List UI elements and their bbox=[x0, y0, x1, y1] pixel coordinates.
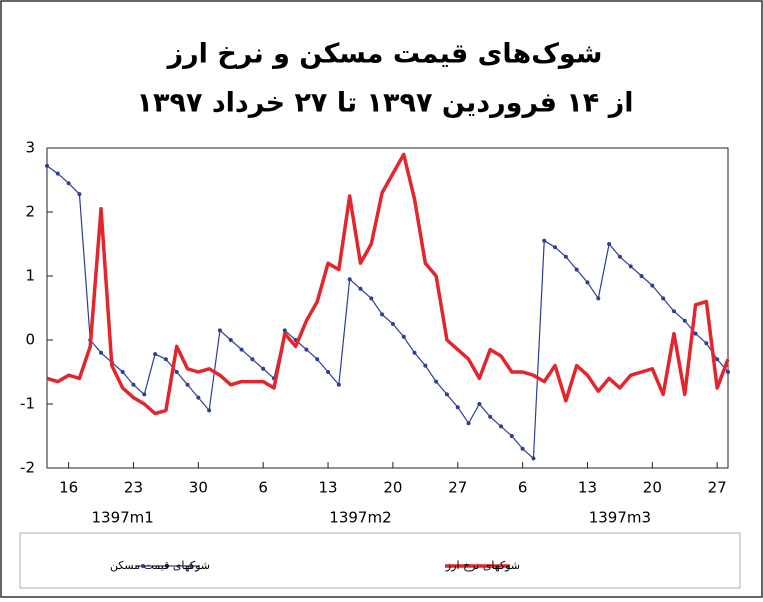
series-point bbox=[250, 357, 255, 362]
series-point bbox=[434, 379, 439, 384]
series-point bbox=[574, 267, 579, 272]
series-point bbox=[304, 347, 309, 352]
legend-marker bbox=[141, 564, 145, 568]
series-point bbox=[455, 405, 460, 410]
series-point bbox=[488, 414, 493, 419]
series-point bbox=[185, 382, 190, 387]
legend-label: شوکهای نرخ ارز bbox=[445, 559, 520, 572]
series-point bbox=[380, 312, 385, 317]
series-point bbox=[477, 402, 482, 406]
series-line bbox=[46, 152, 730, 416]
series-point bbox=[563, 254, 568, 259]
series-point bbox=[228, 338, 233, 342]
series-point bbox=[509, 434, 514, 438]
series-point bbox=[682, 318, 687, 323]
x-tick-label: 20 bbox=[383, 479, 402, 497]
series-point bbox=[607, 242, 612, 246]
legend-marker bbox=[165, 564, 169, 568]
series-point bbox=[466, 421, 471, 426]
series-point bbox=[120, 370, 125, 374]
series-point bbox=[261, 366, 266, 371]
series-point bbox=[542, 238, 547, 243]
legend-label: شوکهای قیمت مسکن bbox=[110, 559, 210, 572]
series-point bbox=[336, 382, 341, 387]
series-point bbox=[66, 181, 71, 186]
series-point bbox=[347, 277, 352, 282]
series-point bbox=[639, 274, 644, 278]
series-point bbox=[726, 370, 730, 374]
series-point bbox=[401, 334, 406, 339]
series-point bbox=[131, 382, 136, 387]
x-tick-label: 6 bbox=[258, 479, 268, 497]
series-point bbox=[315, 357, 320, 362]
x-tick-label: 23 bbox=[124, 479, 143, 497]
x-tick-label: 27 bbox=[448, 479, 467, 497]
series-point bbox=[196, 395, 201, 400]
series-point bbox=[412, 350, 417, 355]
chart-subtitle: از ۱۴ فروردین ۱۳۹۷ تا ۲۷ خرداد ۱۳۹۷ bbox=[137, 88, 634, 119]
series-point bbox=[628, 264, 633, 269]
series-point bbox=[617, 254, 622, 259]
x-tick-label: 13 bbox=[319, 479, 338, 497]
series-point bbox=[45, 163, 49, 168]
y-tick-label: 0 bbox=[25, 331, 35, 349]
x-tick-label: 20 bbox=[643, 479, 662, 497]
series-point bbox=[596, 296, 601, 301]
y-tick-label: 1 bbox=[25, 267, 35, 285]
series-point bbox=[520, 446, 525, 451]
y-tick-label: -2 bbox=[20, 459, 35, 477]
series-point bbox=[661, 296, 666, 301]
series-point bbox=[531, 456, 536, 461]
series-point bbox=[693, 331, 698, 336]
legend-frame bbox=[19, 532, 741, 589]
x-tick-label: 13 bbox=[578, 479, 597, 497]
x-tick-label: 16 bbox=[59, 479, 78, 497]
series-line bbox=[46, 165, 729, 459]
month-label: 1397m3 bbox=[589, 509, 651, 527]
series-point bbox=[499, 424, 503, 429]
series-point bbox=[444, 392, 449, 397]
month-label: 1397m2 bbox=[329, 509, 391, 527]
series-point bbox=[55, 171, 60, 176]
y-tick-label: 2 bbox=[25, 203, 35, 221]
series-point bbox=[585, 280, 590, 285]
series-point bbox=[326, 370, 331, 374]
series-point bbox=[99, 350, 104, 355]
series-point bbox=[77, 192, 82, 197]
series-point bbox=[358, 286, 363, 291]
series-point bbox=[671, 309, 676, 314]
series-point bbox=[142, 392, 147, 397]
x-tick-label: 30 bbox=[189, 479, 208, 497]
series-point bbox=[207, 408, 212, 413]
series-point bbox=[163, 357, 168, 362]
series-point bbox=[174, 370, 179, 374]
series-point bbox=[369, 296, 374, 301]
series-point bbox=[715, 357, 720, 362]
series-point bbox=[553, 245, 558, 250]
x-tick-label: 27 bbox=[708, 479, 727, 497]
y-tick-label: 3 bbox=[25, 139, 35, 157]
x-tick-label: 6 bbox=[518, 479, 528, 497]
chart-title: شوک‌های قیمت مسکن و نرخ ارز bbox=[166, 39, 603, 70]
y-tick-label: -1 bbox=[20, 395, 35, 413]
legend-marker bbox=[189, 564, 193, 568]
series-point bbox=[423, 363, 428, 368]
series-point bbox=[650, 283, 655, 288]
series-point bbox=[282, 328, 287, 333]
series-point bbox=[704, 341, 709, 346]
series-point bbox=[153, 352, 158, 357]
series-point bbox=[390, 322, 395, 326]
series-point bbox=[217, 328, 222, 333]
series-point bbox=[239, 347, 244, 352]
month-label: 1397m1 bbox=[91, 509, 153, 527]
plot-frame bbox=[46, 147, 729, 469]
